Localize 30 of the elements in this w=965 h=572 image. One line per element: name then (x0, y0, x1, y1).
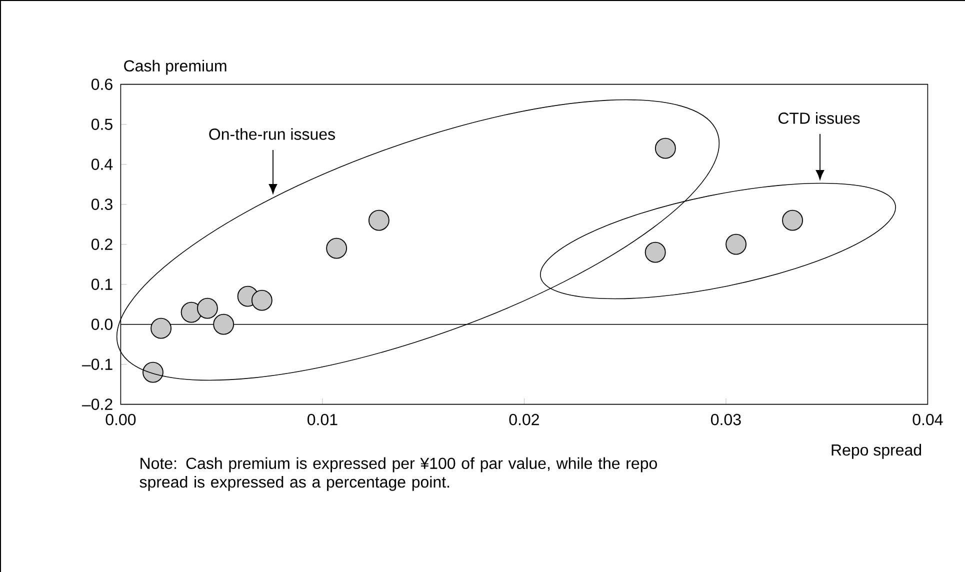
point (326, 238, 348, 259)
point (644, 242, 666, 263)
annotation: On-the-run issues (209, 128, 335, 140)
y-tick-label: 0.5 (91, 118, 112, 130)
point (726, 234, 747, 255)
point (196, 298, 218, 319)
x-tick-label: 0.04 (912, 414, 943, 426)
y-tick-label: –0.1 (82, 358, 112, 370)
y-tick-label: 0.2 (91, 238, 112, 250)
y-tick-label: 0.6 (91, 78, 112, 90)
y-axis-title: Cash premium (124, 60, 226, 75)
x-tick-label: 0.02 (509, 414, 539, 426)
x-tick-label: 0.01 (308, 414, 338, 426)
y-tick-label: –0.2 (82, 398, 112, 410)
text: Note: Cash premium is expressed per ¥100 of par value, while the repo spread is expressed as a percentage point. (140, 457, 657, 491)
point (142, 362, 164, 383)
point (251, 290, 272, 311)
y-tick-label: 0.1 (91, 278, 112, 290)
point (213, 314, 234, 335)
point (368, 210, 390, 231)
annotation: CTD issues (778, 112, 860, 124)
x-tick-label: 0.03 (711, 414, 741, 426)
point (782, 210, 803, 231)
point (150, 318, 172, 339)
x-tick-label: 0.00 (106, 414, 136, 426)
y-tick-label: 0.0 (91, 318, 112, 330)
x-axis-title: Repo spread (832, 444, 922, 459)
y-tick-label: 0.3 (91, 198, 112, 210)
y-tick-label: 0.4 (91, 158, 113, 170)
point (654, 138, 676, 159)
